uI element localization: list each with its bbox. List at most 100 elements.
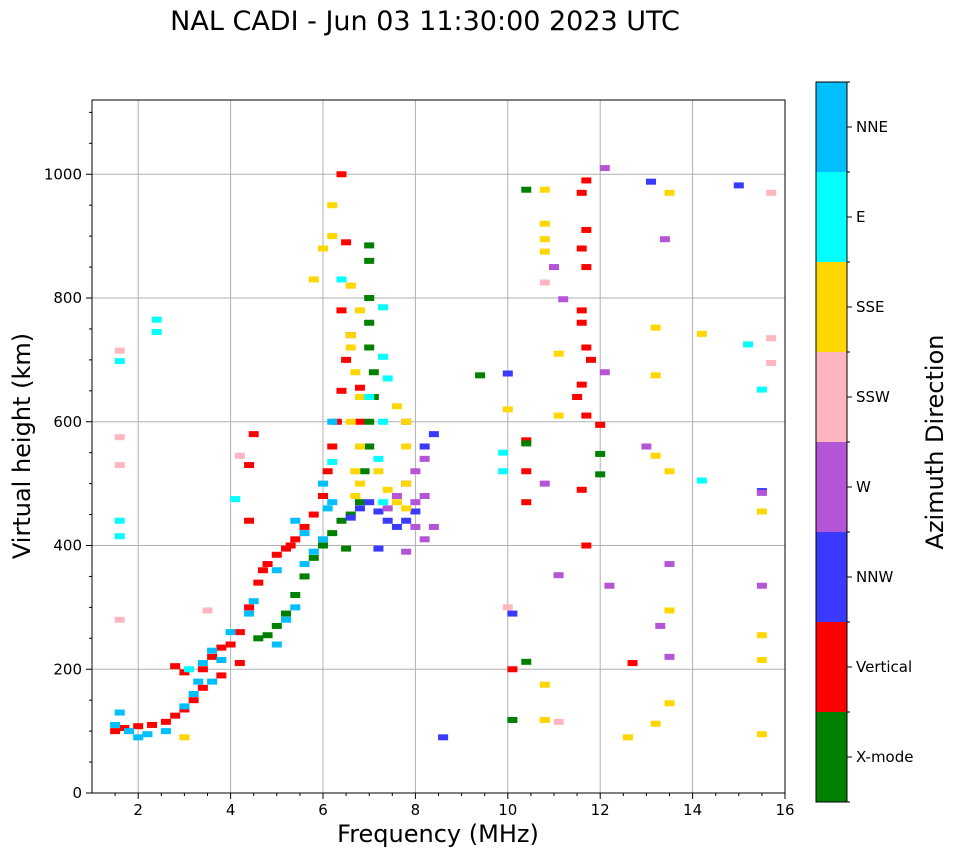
data-point-x-mode [364, 242, 375, 249]
data-point-vertical [581, 412, 592, 419]
data-point-nnw [507, 610, 518, 617]
data-point-vertical [244, 604, 255, 611]
colorbar-tick-label: SSE [856, 298, 885, 316]
data-point-x-mode [327, 530, 338, 537]
x-tick-label: 4 [226, 801, 236, 819]
data-point-nne [299, 561, 310, 568]
data-point-nnw [373, 508, 384, 515]
data-point-vertical [507, 666, 518, 673]
colorbar: X-mode Vertical NNW W SSW SSE E NNE [815, 81, 913, 803]
data-point-nne [193, 678, 204, 685]
data-point-x-mode [364, 344, 375, 351]
data-point-x-mode [308, 554, 319, 561]
data-point-nne [160, 728, 171, 735]
colorbar-segment [816, 172, 847, 262]
data-point-vertical [336, 387, 347, 394]
data-point-vertical [585, 356, 596, 363]
data-point-ssw [202, 607, 213, 614]
data-point-w [641, 443, 652, 450]
data-point-sse [539, 236, 550, 243]
plot-frame [91, 99, 786, 794]
data-point-x-mode [336, 517, 347, 524]
data-point-vertical [290, 536, 301, 543]
data-point-vertical [327, 443, 338, 450]
data-point-vertical [299, 523, 310, 530]
data-point-vertical [160, 718, 171, 725]
data-point-vertical [197, 666, 208, 673]
data-point-w [553, 572, 564, 579]
x-tick-label: 6 [318, 801, 328, 819]
data-point-sse [350, 468, 361, 475]
data-point-sse [401, 443, 412, 450]
data-point-sse [354, 480, 365, 487]
data-point-nnw [391, 523, 402, 530]
data-point-vertical [179, 706, 190, 713]
colorbar-tick-label: E [856, 208, 865, 226]
data-point-w [419, 455, 430, 462]
data-point-w [410, 468, 421, 475]
y-axis-ticks: 0 200 400 600 800 1000 [44, 111, 92, 802]
data-point-vertical [234, 660, 245, 667]
data-point-sse [553, 412, 564, 419]
data-point-sse [664, 607, 675, 614]
data-point-x-mode [521, 440, 532, 447]
data-point-nnw [401, 517, 412, 524]
data-point-x-mode [253, 635, 264, 642]
data-point-vertical [271, 551, 282, 558]
data-point-sse [345, 332, 356, 339]
data-point-sse [350, 493, 361, 499]
data-point-nne [271, 641, 282, 648]
colorbar-tick-label: Vertical [856, 658, 912, 676]
data-point-sse [345, 282, 356, 289]
data-point-sse [502, 406, 513, 413]
data-point-w [419, 536, 430, 543]
data-point-w [428, 523, 439, 530]
data-point-vertical [595, 421, 606, 428]
data-point-nne [271, 567, 282, 574]
data-point-ssw [234, 452, 245, 459]
data-point-ssw [114, 347, 125, 354]
data-point-x-mode [595, 450, 606, 457]
data-point-sse [354, 307, 365, 314]
colorbar-tick-label: NNE [856, 118, 888, 136]
data-point-nne [123, 728, 134, 735]
colorbar-segment [816, 442, 847, 532]
data-point-sse [664, 189, 675, 196]
data-point-sse [539, 716, 550, 723]
data-point-nne [290, 517, 301, 524]
data-point-w [655, 622, 666, 629]
data-point-vertical [262, 561, 273, 568]
data-point-ssw [114, 434, 125, 441]
data-point-e [184, 666, 195, 673]
data-point-vertical [257, 567, 268, 574]
data-point-nnw [733, 182, 744, 189]
data-point-nne [318, 536, 328, 543]
colorbar-segment [816, 82, 847, 172]
data-point-nne [197, 660, 208, 667]
data-point-sse [373, 468, 384, 475]
data-point-vertical [581, 226, 592, 233]
y-axis-label: Virtual height (km) [8, 333, 36, 559]
data-point-vertical [581, 344, 592, 351]
data-point-vertical [581, 542, 592, 549]
data-point-vertical [341, 239, 352, 246]
y-tick-label: 0 [72, 784, 82, 802]
x-axis-ticks: 2 4 6 8 10 12 14 16 [114, 793, 795, 819]
data-point-vertical [576, 307, 587, 314]
data-point-nne [308, 548, 319, 555]
data-point-vertical [336, 307, 347, 314]
data-point-x-mode [271, 622, 282, 629]
data-point-vertical [207, 653, 218, 660]
colorbar-segment [816, 622, 847, 712]
data-point-nnw [419, 443, 430, 450]
data-point-vertical [308, 511, 319, 518]
data-point-e [498, 468, 509, 475]
data-point-ssw [766, 335, 777, 342]
x-tick-label: 16 [775, 801, 794, 819]
x-tick-label: 12 [591, 801, 610, 819]
data-point-vertical [521, 499, 532, 506]
data-point-e [114, 358, 125, 365]
data-point-e [151, 316, 162, 323]
data-point-vertical [627, 660, 638, 667]
data-point-x-mode [364, 443, 375, 450]
